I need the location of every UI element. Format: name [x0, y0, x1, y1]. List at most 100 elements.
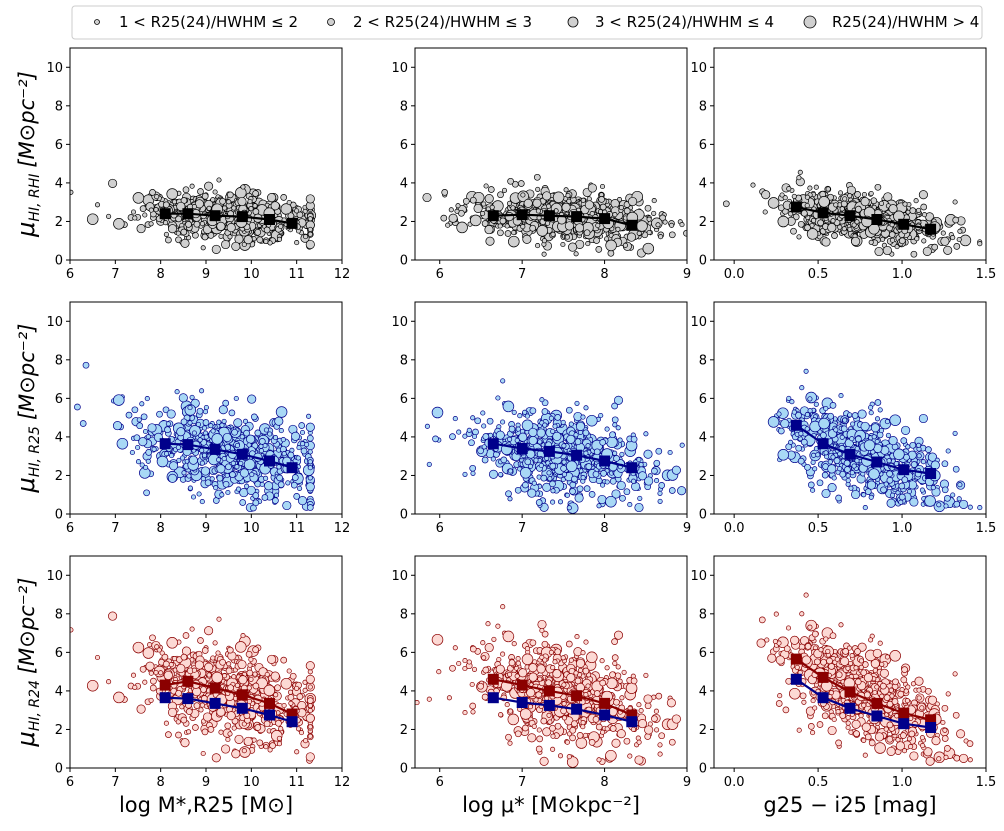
trend-marker-rhi	[487, 210, 499, 222]
data-point	[870, 423, 880, 433]
data-point	[585, 463, 593, 470]
data-point	[585, 241, 591, 247]
data-point	[307, 459, 313, 465]
data-point	[408, 453, 412, 457]
data-point	[909, 441, 917, 449]
data-point	[306, 413, 312, 419]
data-point	[300, 447, 308, 455]
x-tick-label: 0.0	[724, 521, 745, 536]
data-point	[426, 461, 432, 467]
data-point	[261, 494, 269, 501]
data-point	[837, 190, 844, 196]
data-point	[920, 459, 926, 465]
data-point	[511, 230, 517, 236]
data-point	[619, 494, 626, 502]
data-point	[471, 433, 478, 440]
data-point	[507, 177, 514, 185]
trend-marker-r25	[817, 438, 829, 450]
data-point	[222, 673, 228, 679]
data-point	[910, 250, 918, 258]
data-point	[247, 198, 253, 205]
data-point	[305, 422, 315, 432]
data-point	[147, 642, 153, 648]
data-point	[222, 399, 230, 407]
data-point	[302, 687, 308, 693]
data-point	[861, 492, 867, 498]
data-point	[592, 470, 600, 478]
data-point	[249, 471, 255, 478]
data-point	[500, 378, 506, 384]
data-point	[548, 415, 554, 421]
data-point	[833, 427, 839, 433]
data-point	[786, 186, 792, 192]
data-point	[136, 417, 142, 423]
data-point	[142, 647, 155, 659]
data-point	[910, 461, 918, 468]
data-point	[468, 439, 475, 447]
data-point	[233, 418, 243, 428]
data-point	[818, 417, 830, 430]
y-axis-title-rhi: μHI, RHI[M⊙pc⁻²]	[12, 71, 43, 238]
data-point	[445, 222, 451, 228]
data-point	[270, 201, 280, 211]
data-point	[854, 191, 861, 198]
data-point	[187, 420, 193, 426]
data-point	[273, 692, 279, 698]
data-point	[455, 203, 461, 209]
data-point	[886, 498, 896, 508]
data-point	[671, 465, 681, 475]
data-point	[796, 234, 802, 240]
data-point	[197, 637, 204, 644]
data-point	[851, 222, 857, 228]
data-point	[142, 212, 148, 218]
data-point	[914, 236, 920, 242]
trend-marker-r25	[543, 445, 555, 457]
data-point	[196, 407, 204, 415]
data-point	[221, 744, 231, 754]
data-point	[181, 470, 187, 476]
data-point	[254, 429, 262, 437]
data-point	[924, 495, 936, 507]
y-tick-label: 2	[55, 469, 63, 484]
data-point	[967, 504, 973, 510]
data-point	[571, 475, 578, 483]
data-point	[527, 463, 534, 469]
data-point	[305, 482, 315, 492]
data-point	[839, 434, 845, 440]
data-point	[135, 444, 141, 451]
x-tick-label: 7	[111, 521, 119, 536]
data-point	[527, 488, 537, 498]
data-point	[190, 494, 197, 500]
x-tick-label: 9	[202, 521, 210, 536]
data-point	[566, 198, 572, 204]
data-point	[226, 191, 234, 199]
trend-marker-r25	[209, 443, 221, 455]
data-point	[561, 471, 568, 477]
data-point	[841, 226, 847, 232]
data-point	[518, 432, 528, 442]
data-point	[761, 190, 771, 200]
y-tick-label: 10	[46, 315, 63, 330]
data-point	[804, 202, 810, 209]
data-point	[538, 462, 544, 469]
data-point	[950, 492, 956, 498]
data-point	[246, 485, 256, 495]
data-point	[849, 470, 855, 476]
data-point	[977, 241, 983, 247]
data-point	[297, 496, 308, 506]
data-point	[277, 481, 285, 488]
data-point	[201, 425, 208, 431]
data-point	[524, 458, 532, 466]
data-point	[821, 488, 831, 499]
data-point	[272, 435, 279, 441]
data-point	[163, 231, 169, 237]
data-point	[573, 432, 579, 438]
legend-label-bin1: 1 < R25(24)/HWHM ≤ 2	[119, 13, 298, 31]
data-point	[222, 432, 232, 443]
data-point	[893, 448, 905, 461]
data-point	[840, 425, 848, 433]
data-point	[565, 406, 573, 414]
data-point	[163, 220, 169, 226]
